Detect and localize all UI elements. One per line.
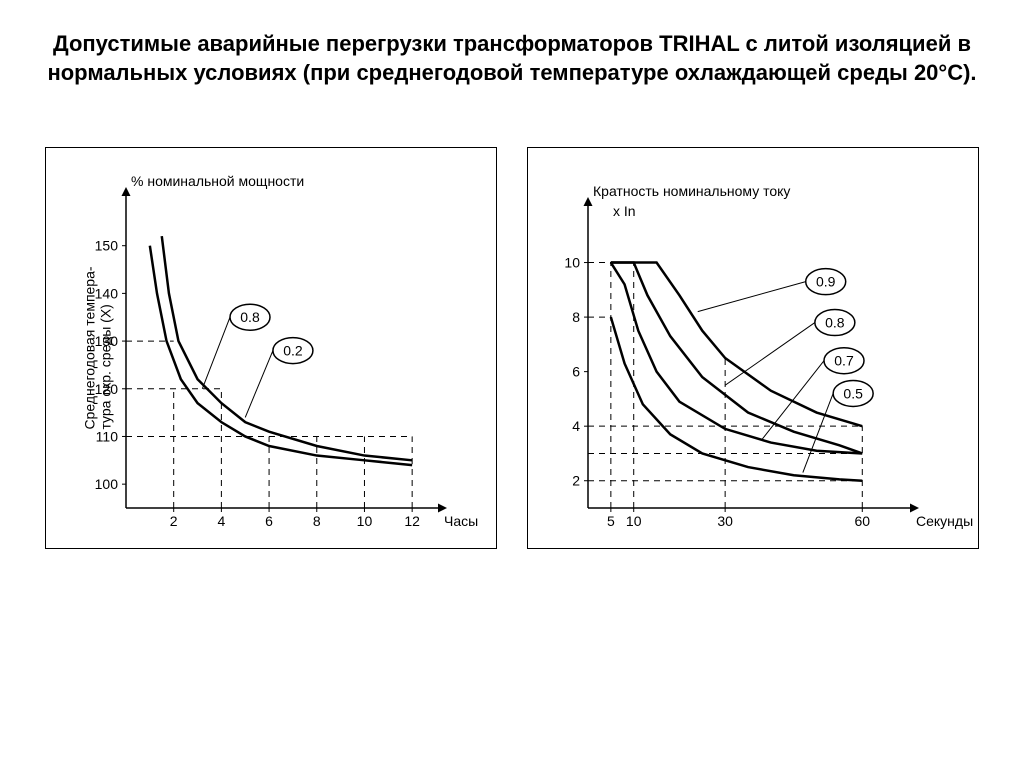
charts-row: Среднегодовая темпера- тура окр. среды (… — [20, 147, 1004, 549]
svg-text:8: 8 — [572, 309, 580, 325]
svg-text:6: 6 — [572, 364, 580, 380]
svg-text:4: 4 — [217, 513, 225, 529]
svg-text:2: 2 — [572, 473, 580, 489]
svg-text:110: 110 — [96, 429, 119, 445]
svg-text:8: 8 — [313, 513, 321, 529]
svg-text:100: 100 — [95, 476, 119, 492]
svg-text:Часы: Часы — [444, 513, 478, 529]
svg-text:12: 12 — [404, 513, 420, 529]
svg-text:0.9: 0.9 — [816, 274, 836, 290]
svg-text:6: 6 — [265, 513, 273, 529]
left-chart: Среднегодовая темпера- тура окр. среды (… — [45, 147, 497, 549]
svg-text:0.7: 0.7 — [834, 353, 854, 369]
svg-text:10: 10 — [564, 255, 580, 271]
right-chart-svg: 5 10 30 60 2 4 6 8 10 Кратность номинальному току… — [528, 148, 978, 548]
svg-text:0.8: 0.8 — [825, 315, 845, 331]
svg-text:0.8: 0.8 — [240, 309, 260, 325]
svg-text:Кратность номинальному току: Кратность номинальному току — [593, 183, 790, 199]
svg-text:30: 30 — [717, 513, 733, 529]
svg-text:60: 60 — [854, 513, 870, 529]
svg-text:5: 5 — [607, 513, 615, 529]
left-vertical-label: Среднегодовая темпера- тура окр. среды (… — [82, 267, 114, 430]
svg-text:% номинальной мощности: % номинальной мощности — [131, 173, 304, 189]
svg-text:4: 4 — [572, 418, 580, 434]
svg-text:0.2: 0.2 — [283, 343, 303, 359]
svg-text:10: 10 — [626, 513, 642, 529]
svg-text:x In: x In — [613, 203, 636, 219]
svg-text:150: 150 — [95, 238, 119, 254]
svg-text:2: 2 — [170, 513, 178, 529]
page-title: Допустимые аварийные перегрузки трансфор… — [40, 30, 984, 87]
svg-text:10: 10 — [357, 513, 373, 529]
svg-text:Секунды: Секунды — [916, 513, 973, 529]
svg-text:0.5: 0.5 — [843, 386, 863, 402]
right-chart: 5 10 30 60 2 4 6 8 10 Кратность номинальному току… — [527, 147, 979, 549]
